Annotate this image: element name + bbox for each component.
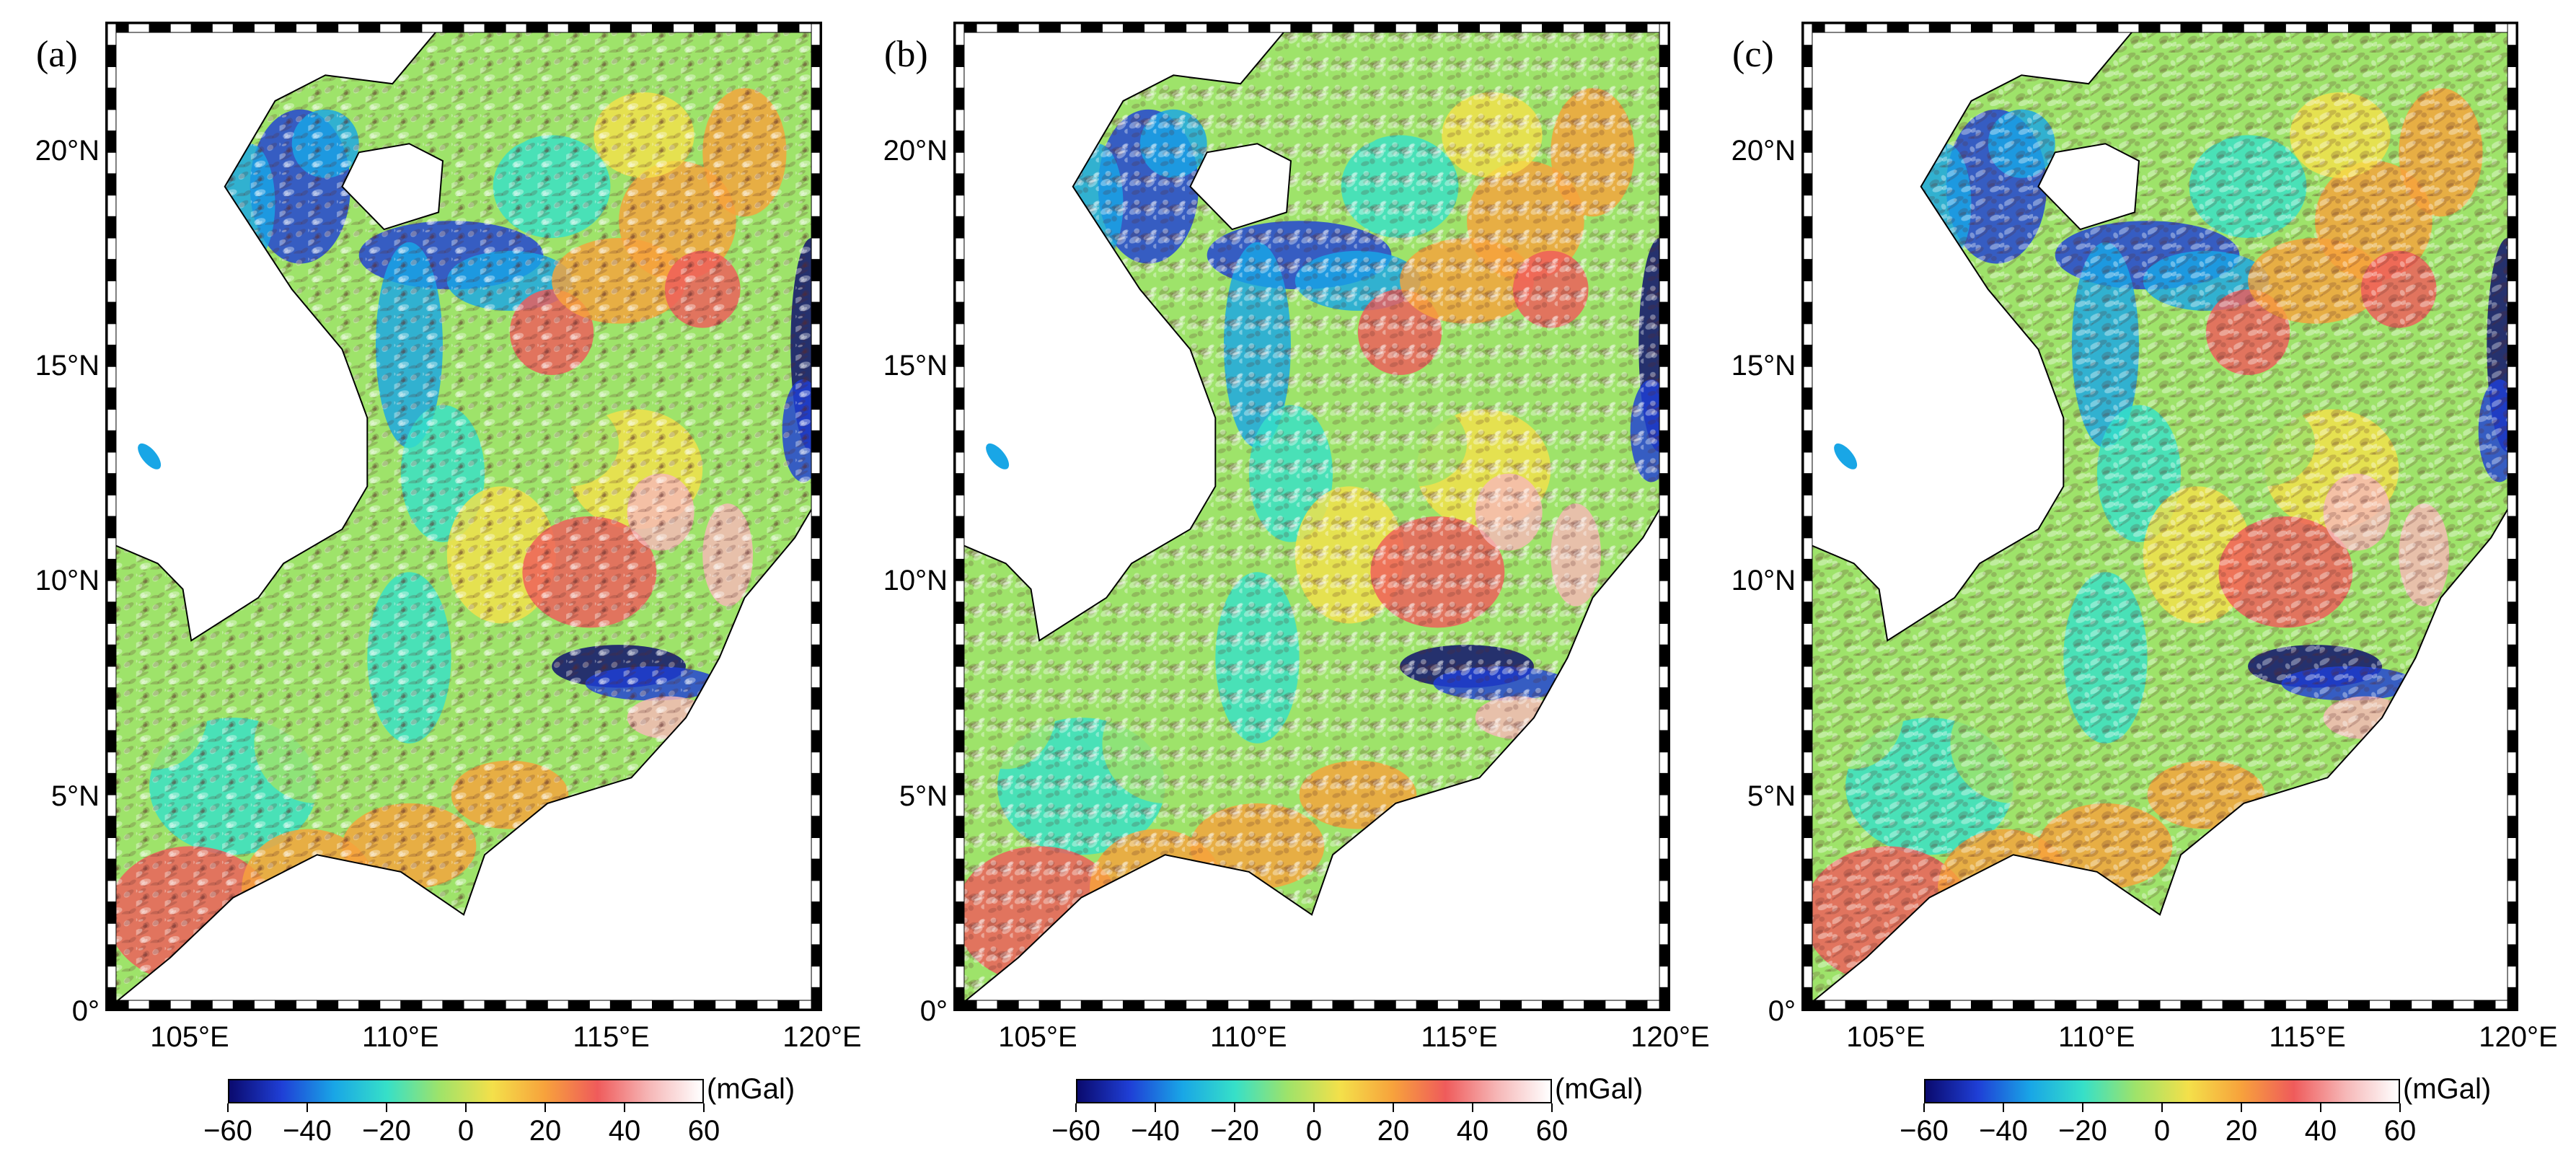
colorbar-tick-mark [2320,1103,2321,1112]
colorbar-tick-label: 60 [1535,1115,1569,1147]
lat-tick-label: 5°N [1747,780,1796,812]
colorbar-tick-label: 20 [2225,1115,2258,1147]
lon-tick-label: 115°E [1421,1021,1498,1053]
colorbar-tick-label: −40 [1979,1115,2028,1147]
panel-label: (a) [36,34,78,75]
colorbar-tick-label: −60 [1900,1115,1949,1147]
lon-tick-label: 115°E [573,1021,650,1053]
map-canvas [107,24,820,1009]
colorbar-tick-mark [2399,1103,2401,1112]
colorbar-unit: (mGal) [2403,1073,2492,1105]
colorbar-tick-mark [306,1103,308,1112]
lon-tick-label: 105°E [1846,1021,1926,1053]
lat-tick-label: 0° [71,995,100,1027]
colorbar-tick-mark [624,1103,625,1112]
lon-tick-label: 110°E [1210,1021,1287,1053]
lat-tick-label: 0° [1768,995,1796,1027]
colorbar-tick-label: 60 [687,1115,720,1147]
colorbar-tick-mark [1155,1103,1156,1112]
lon-tick-label: 110°E [362,1021,439,1053]
panel-label: (b) [884,34,928,75]
gravity-anomaly-map [953,22,1670,1011]
colorbar-tick-mark [1393,1103,1394,1112]
colorbar-tick-mark [465,1103,467,1112]
colorbar-tick-label: −40 [283,1115,332,1147]
colorbar-unit: (mGal) [707,1073,795,1105]
lon-tick-label: 105°E [150,1021,229,1053]
lon-tick-label: 120°E [1631,1021,1710,1053]
colorbar-tick-mark [2241,1103,2242,1112]
lat-tick-label: 0° [919,995,948,1027]
colorbar-tick-mark [1472,1103,1473,1112]
lat-tick-label: 5°N [899,780,948,812]
colorbar [228,1079,704,1103]
colorbar-tick-mark [2003,1103,2004,1112]
colorbar-tick-label: −20 [362,1115,411,1147]
lon-tick-label: 115°E [2269,1021,2346,1053]
colorbar-tick-label: 40 [1456,1115,1489,1147]
map-panel-a: (a) 0° 5°N 10°N 15°N 20°N 105°E 110°E 115°E 120°… [0,0,862,1164]
map-canvas [1804,24,2516,1009]
colorbar [1924,1079,2400,1103]
colorbar [1076,1079,1552,1103]
colorbar-tick-mark [227,1103,229,1112]
colorbar-tick-label: 60 [2383,1115,2417,1147]
colorbar-tick-mark [1923,1103,1925,1112]
lon-tick-label: 105°E [998,1021,1077,1053]
colorbar-unit: (mGal) [1555,1073,1644,1105]
lat-tick-label: 15°N [883,350,948,382]
map-canvas [956,24,1668,1009]
colorbar-tick-mark [1234,1103,1235,1112]
lat-tick-label: 20°N [883,134,948,167]
colorbar-tick-label: 20 [1377,1115,1410,1147]
lat-tick-label: 15°N [35,350,100,382]
lat-tick-label: 10°N [883,565,948,597]
colorbar-tick-mark [1075,1103,1077,1112]
colorbar-tick-mark [1551,1103,1553,1112]
lat-tick-label: 15°N [1731,350,1796,382]
lat-tick-label: 20°N [35,134,100,167]
colorbar-tick-label: 40 [608,1115,641,1147]
lat-tick-label: 10°N [1731,565,1796,597]
lat-tick-label: 5°N [50,780,100,812]
lat-tick-label: 20°N [1731,134,1796,167]
lon-tick-label: 120°E [2479,1021,2558,1053]
lon-tick-label: 110°E [2058,1021,2135,1053]
colorbar-tick-label: 0 [2153,1115,2171,1147]
colorbar-tick-label: −60 [203,1115,252,1147]
colorbar-tick-mark [1313,1103,1315,1112]
gravity-anomaly-map [105,22,822,1011]
panel-label: (c) [1732,34,1774,75]
colorbar-tick-label: −60 [1051,1115,1100,1147]
colorbar-tick-mark [544,1103,546,1112]
colorbar-tick-label: −20 [2058,1115,2107,1147]
colorbar-tick-mark [2082,1103,2083,1112]
colorbar-tick-label: 0 [1305,1115,1323,1147]
lon-tick-label: 120°E [782,1021,862,1053]
colorbar-tick-mark [2161,1103,2163,1112]
lat-tick-label: 10°N [35,565,100,597]
colorbar-tick-label: −20 [1210,1115,1259,1147]
colorbar-tick-mark [703,1103,705,1112]
colorbar-tick-label: 0 [457,1115,475,1147]
map-panel-b: (b) 0° 5°N 10°N 15°N 20°N 105°E 110°E 115°E 120°… [848,0,1710,1164]
colorbar-tick-mark [386,1103,387,1112]
colorbar-tick-label: −40 [1131,1115,1180,1147]
colorbar-tick-label: 40 [2304,1115,2337,1147]
colorbar-tick-label: 20 [529,1115,562,1147]
gravity-anomaly-map [1801,22,2518,1011]
map-panel-c: (c) 0° 5°N 10°N 15°N 20°N 105°E 110°E 115°E 120°… [1696,0,2558,1164]
